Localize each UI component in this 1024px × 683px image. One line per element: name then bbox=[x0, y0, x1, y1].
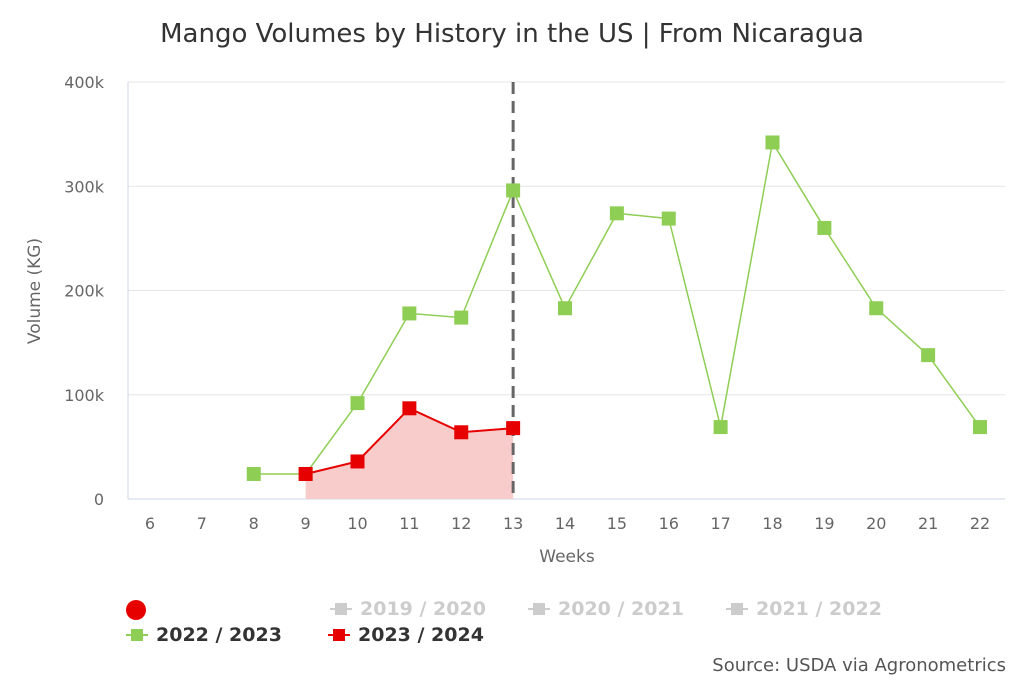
data-point bbox=[921, 348, 936, 363]
data-point bbox=[765, 135, 780, 150]
legend-square-marker-icon bbox=[126, 628, 148, 642]
legend-label: 2019 / 2020 bbox=[360, 598, 486, 620]
x-tick-label: 16 bbox=[659, 514, 679, 533]
x-tick-label: 7 bbox=[197, 514, 207, 533]
x-tick-label: 10 bbox=[347, 514, 367, 533]
legend-item[interactable]: 2021 / 2022 bbox=[726, 598, 882, 620]
legend-label: 2022 / 2023 bbox=[156, 624, 282, 646]
x-tick-label: 20 bbox=[866, 514, 886, 533]
data-point bbox=[246, 466, 261, 481]
x-tick-label: 11 bbox=[399, 514, 419, 533]
x-tick-label: 19 bbox=[814, 514, 834, 533]
y-tick-label: 0 bbox=[94, 490, 104, 509]
legend-label: 2020 / 2021 bbox=[558, 598, 684, 620]
data-point bbox=[402, 306, 417, 321]
legend-item[interactable]: 2023 / 2024 bbox=[328, 624, 484, 646]
x-axis-label: Weeks bbox=[539, 547, 595, 567]
y-axis-label: Volume (KG) bbox=[25, 238, 45, 344]
legend-square-marker-icon bbox=[726, 602, 748, 616]
x-tick-label: 9 bbox=[301, 514, 311, 533]
y-tick-label: 100k bbox=[64, 386, 105, 405]
x-tick-label: 14 bbox=[555, 514, 575, 533]
legend-item[interactable]: 2019 / 2020 bbox=[330, 598, 486, 620]
x-tick-label: 13 bbox=[503, 514, 523, 533]
y-tick-label: 200k bbox=[64, 282, 105, 301]
area-fill-2023-2024 bbox=[305, 408, 514, 499]
data-point bbox=[454, 310, 469, 325]
data-point bbox=[350, 454, 365, 469]
x-tick-label: 15 bbox=[607, 514, 627, 533]
data-point bbox=[713, 420, 728, 435]
data-point bbox=[454, 425, 469, 440]
data-point bbox=[869, 301, 884, 316]
data-point bbox=[506, 421, 521, 436]
x-tick-label: 18 bbox=[762, 514, 782, 533]
legend-item[interactable]: 2022 / 2023 bbox=[126, 624, 282, 646]
legend-square-marker-icon bbox=[330, 602, 352, 616]
legend-square-marker-icon bbox=[328, 628, 350, 642]
x-tick-label: 8 bbox=[249, 514, 259, 533]
y-tick-label: 300k bbox=[64, 177, 105, 196]
legend-label: 2021 / 2022 bbox=[756, 598, 882, 620]
chart-title: Mango Volumes by History in the US | Fro… bbox=[160, 19, 864, 49]
data-point bbox=[402, 401, 417, 416]
legend-label: 2023 / 2024 bbox=[358, 624, 484, 646]
data-point bbox=[350, 396, 365, 411]
data-point bbox=[298, 466, 313, 481]
legend-marker-dot bbox=[126, 600, 146, 620]
x-tick-label: 12 bbox=[451, 514, 471, 533]
data-point bbox=[817, 220, 832, 235]
data-point bbox=[661, 211, 676, 226]
legend-square-marker-icon bbox=[528, 602, 550, 616]
x-tick-label: 17 bbox=[710, 514, 730, 533]
x-tick-label: 6 bbox=[145, 514, 155, 533]
data-point bbox=[609, 206, 624, 221]
source-credit: Source: USDA via Agronometrics bbox=[712, 655, 1006, 676]
legend-item[interactable]: 2020 / 2021 bbox=[528, 598, 684, 620]
x-tick-label: 21 bbox=[918, 514, 938, 533]
data-point bbox=[506, 183, 521, 198]
data-point bbox=[558, 301, 572, 316]
data-point bbox=[973, 420, 987, 435]
y-tick-label: 400k bbox=[64, 73, 105, 92]
x-tick-label: 22 bbox=[970, 514, 990, 533]
